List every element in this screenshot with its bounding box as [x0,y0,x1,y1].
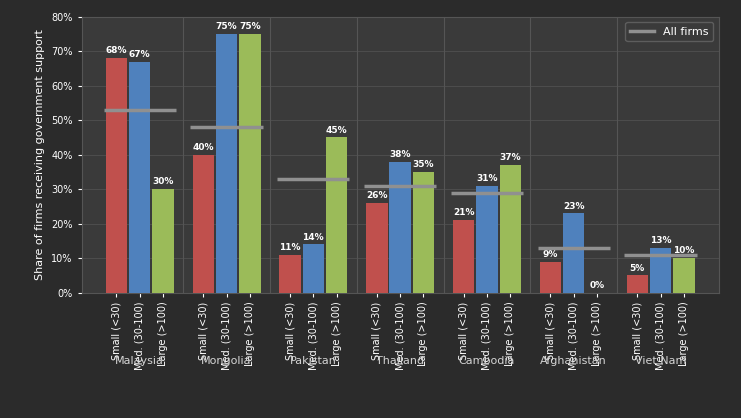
Text: Afghanistan: Afghanistan [540,356,607,366]
Bar [129,61,150,293]
Text: 75%: 75% [216,22,237,31]
Text: 35%: 35% [413,160,434,169]
Bar [413,172,434,293]
Bar [302,244,324,293]
Bar [106,58,127,293]
Text: Mongolia: Mongolia [202,356,252,366]
Bar [216,34,237,293]
Bar [499,165,521,293]
Text: 21%: 21% [453,209,474,217]
Text: 26%: 26% [366,191,388,200]
Text: 37%: 37% [499,153,521,162]
Text: Pakistan: Pakistan [290,356,336,366]
Text: 38%: 38% [389,150,411,159]
Bar [563,213,585,293]
Bar [627,275,648,293]
Bar [476,186,498,293]
Text: 0%: 0% [590,281,605,290]
Bar [650,248,671,293]
Bar [193,155,214,293]
Bar [366,203,388,293]
Bar [279,255,301,293]
Bar [326,138,348,293]
Text: Thailand: Thailand [376,356,424,366]
Text: 67%: 67% [129,50,150,59]
Text: 30%: 30% [153,177,173,186]
Text: 10%: 10% [673,246,694,255]
Text: 14%: 14% [302,232,324,242]
Text: 31%: 31% [476,174,498,183]
Text: 40%: 40% [193,143,214,152]
Legend: All firms: All firms [625,22,714,41]
Bar [239,34,261,293]
Bar [153,189,173,293]
Text: 11%: 11% [279,243,301,252]
Text: 23%: 23% [563,201,585,211]
Text: Cambodia: Cambodia [459,356,515,366]
Text: 45%: 45% [326,126,348,135]
Text: 13%: 13% [650,236,671,245]
Text: 75%: 75% [239,22,261,31]
Text: 68%: 68% [106,46,127,55]
Bar [453,220,474,293]
Text: 9%: 9% [542,250,558,259]
Bar [390,162,411,293]
Bar [539,262,561,293]
Text: Viet Nam: Viet Nam [635,356,686,366]
Y-axis label: Share of firms receiving government support: Share of firms receiving government supp… [36,29,45,280]
Text: Malaysia: Malaysia [116,356,165,366]
Text: 5%: 5% [630,264,645,273]
Bar [673,258,694,293]
